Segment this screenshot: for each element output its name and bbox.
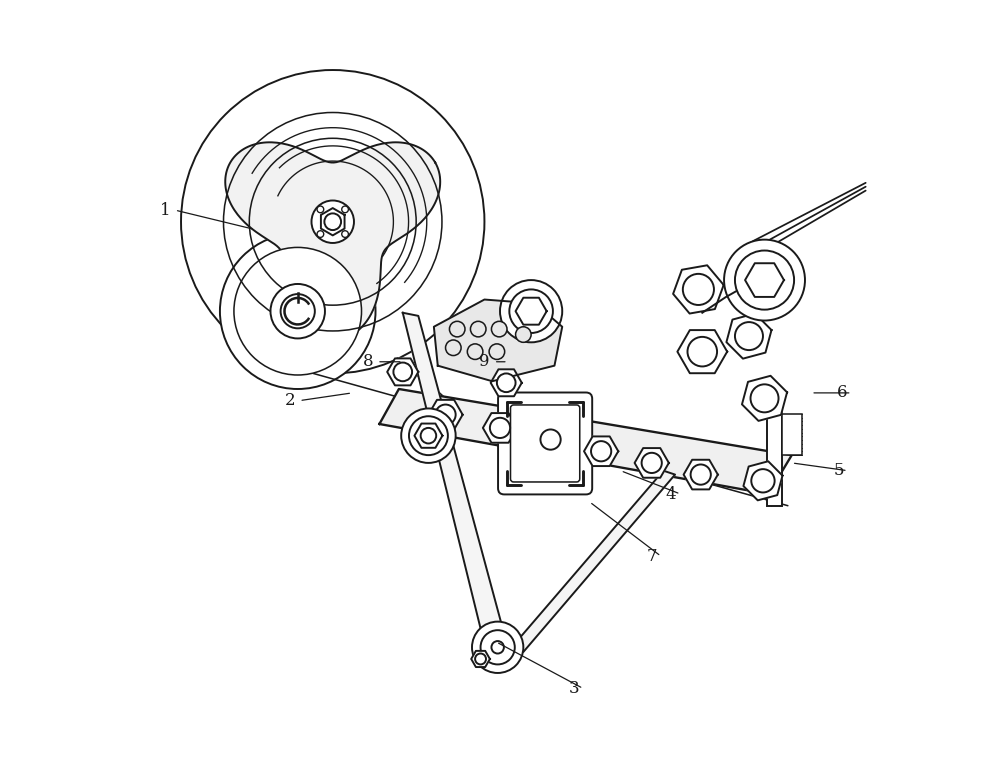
- Polygon shape: [428, 400, 463, 429]
- Text: 9: 9: [479, 353, 490, 370]
- Circle shape: [500, 280, 562, 342]
- Text: 7: 7: [646, 548, 657, 565]
- Polygon shape: [584, 436, 618, 466]
- Circle shape: [270, 284, 325, 338]
- Circle shape: [324, 213, 341, 230]
- Text: 6: 6: [837, 384, 848, 401]
- Text: 2: 2: [285, 392, 295, 409]
- Circle shape: [540, 429, 561, 450]
- Polygon shape: [635, 448, 669, 478]
- Circle shape: [489, 344, 505, 359]
- Text: 3: 3: [569, 680, 579, 697]
- Circle shape: [642, 453, 662, 473]
- Polygon shape: [677, 330, 727, 373]
- Polygon shape: [491, 370, 522, 396]
- Circle shape: [401, 408, 456, 463]
- Bar: [767, 393, 782, 506]
- Text: 1: 1: [160, 202, 171, 219]
- Polygon shape: [387, 359, 418, 385]
- Circle shape: [735, 322, 763, 350]
- Circle shape: [491, 321, 507, 337]
- Polygon shape: [512, 471, 675, 652]
- Circle shape: [735, 251, 794, 310]
- Polygon shape: [673, 265, 724, 314]
- Circle shape: [311, 201, 354, 243]
- Polygon shape: [483, 413, 517, 443]
- Circle shape: [234, 247, 362, 375]
- Circle shape: [475, 654, 486, 664]
- Circle shape: [409, 416, 448, 455]
- Circle shape: [497, 373, 516, 392]
- Circle shape: [281, 294, 315, 328]
- Circle shape: [751, 469, 775, 492]
- Circle shape: [490, 418, 510, 438]
- Circle shape: [751, 384, 779, 412]
- Polygon shape: [516, 298, 547, 324]
- Circle shape: [691, 464, 711, 485]
- Circle shape: [683, 274, 714, 305]
- Polygon shape: [403, 313, 508, 647]
- Circle shape: [449, 321, 465, 337]
- Polygon shape: [742, 376, 787, 421]
- Circle shape: [435, 405, 456, 425]
- Polygon shape: [379, 389, 792, 494]
- Circle shape: [724, 240, 805, 321]
- Polygon shape: [414, 423, 442, 448]
- Circle shape: [509, 289, 553, 333]
- Circle shape: [491, 641, 504, 654]
- Text: 4: 4: [666, 485, 676, 503]
- Circle shape: [342, 206, 348, 212]
- FancyBboxPatch shape: [511, 405, 580, 482]
- Circle shape: [393, 363, 412, 381]
- Circle shape: [317, 231, 324, 237]
- Polygon shape: [533, 425, 568, 454]
- Circle shape: [516, 327, 531, 342]
- Polygon shape: [684, 460, 718, 489]
- Circle shape: [317, 206, 324, 212]
- Polygon shape: [745, 263, 784, 297]
- Circle shape: [749, 265, 780, 296]
- Bar: [782, 414, 802, 455]
- FancyBboxPatch shape: [498, 392, 592, 495]
- Polygon shape: [471, 651, 490, 667]
- Circle shape: [591, 441, 611, 461]
- Circle shape: [472, 622, 523, 673]
- Polygon shape: [726, 314, 772, 359]
- Circle shape: [481, 630, 515, 664]
- Circle shape: [342, 231, 348, 237]
- Polygon shape: [321, 208, 345, 236]
- Circle shape: [470, 321, 486, 337]
- Text: 5: 5: [833, 462, 844, 479]
- Circle shape: [467, 344, 483, 359]
- Polygon shape: [434, 300, 562, 381]
- Circle shape: [446, 340, 461, 356]
- Circle shape: [220, 233, 376, 389]
- Text: 8: 8: [362, 353, 373, 370]
- Circle shape: [181, 70, 484, 373]
- Circle shape: [687, 337, 717, 366]
- Circle shape: [421, 428, 436, 443]
- Polygon shape: [225, 142, 440, 340]
- Polygon shape: [743, 461, 783, 500]
